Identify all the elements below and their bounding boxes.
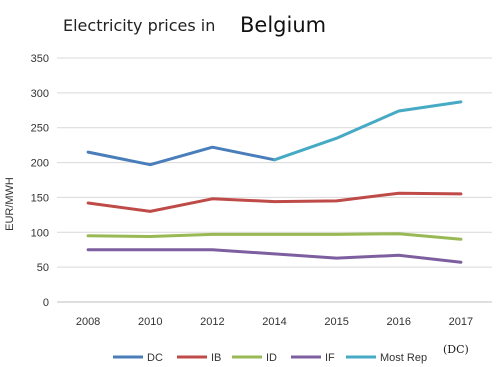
x-tick-label: 2012 bbox=[200, 316, 224, 328]
gridlines bbox=[57, 57, 492, 303]
x-tick-label: 2014 bbox=[262, 316, 286, 328]
x-tick-label: 2008 bbox=[76, 316, 100, 328]
y-tick-label: 350 bbox=[31, 53, 49, 65]
x-tick-label: 2010 bbox=[138, 316, 162, 328]
legend-label: ID bbox=[266, 352, 277, 364]
y-tick-label: 150 bbox=[31, 192, 49, 204]
legend-label: Most Rep bbox=[380, 352, 427, 364]
y-tick-label: 300 bbox=[31, 88, 49, 100]
legend-label: IF bbox=[325, 352, 335, 364]
series-line-ib bbox=[86, 191, 463, 213]
chart-title-country: Belgium bbox=[240, 13, 326, 37]
y-tick-label: 100 bbox=[31, 227, 49, 239]
y-tick-label: 250 bbox=[31, 123, 49, 135]
x-tick-labels: 2008 2010 2012 2014 2015 2016 2017 bbox=[76, 316, 473, 328]
series-line-id bbox=[86, 232, 463, 241]
y-tick-label: 0 bbox=[43, 297, 49, 309]
series-lines bbox=[86, 100, 463, 264]
legend: DC IB ID IF Most Rep bbox=[113, 352, 427, 364]
legend-note: (DC) bbox=[443, 343, 469, 356]
x-tick-label: 2017 bbox=[449, 316, 473, 328]
legend-label: IB bbox=[211, 352, 221, 364]
series-line-if bbox=[86, 248, 463, 264]
series-line-most-rep bbox=[273, 100, 463, 162]
y-axis-label: EUR/MWH bbox=[4, 177, 16, 231]
chart-title: Electricity prices in bbox=[63, 16, 215, 35]
x-tick-label: 2015 bbox=[324, 316, 348, 328]
x-tick-label: 2016 bbox=[387, 316, 411, 328]
y-tick-labels: 0 50 100 150 200 250 300 350 bbox=[31, 53, 49, 309]
series-line-dc bbox=[86, 145, 276, 167]
y-tick-label: 200 bbox=[31, 158, 49, 170]
y-tick-label: 50 bbox=[37, 262, 49, 274]
legend-label: DC bbox=[147, 352, 163, 364]
